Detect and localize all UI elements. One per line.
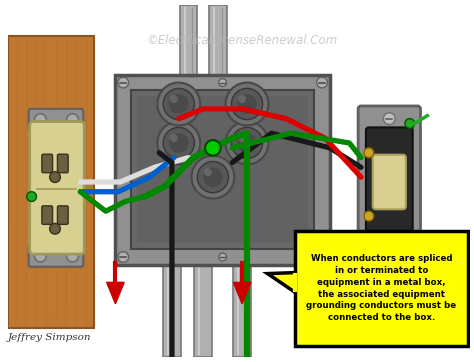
Circle shape [197, 161, 228, 193]
Circle shape [163, 127, 194, 159]
Circle shape [237, 133, 257, 153]
Circle shape [317, 252, 328, 262]
Circle shape [219, 253, 227, 261]
Text: ©ElectricalLicenseRenewal.Com: ©ElectricalLicenseRenewal.Com [146, 34, 338, 47]
Circle shape [238, 134, 246, 142]
Circle shape [50, 172, 60, 182]
FancyBboxPatch shape [295, 231, 468, 346]
FancyBboxPatch shape [194, 265, 212, 357]
Circle shape [203, 167, 223, 187]
FancyBboxPatch shape [29, 109, 83, 130]
Circle shape [27, 192, 36, 202]
Circle shape [35, 114, 46, 126]
Circle shape [170, 134, 178, 142]
Circle shape [219, 79, 227, 87]
FancyBboxPatch shape [366, 127, 413, 241]
FancyBboxPatch shape [163, 265, 181, 357]
Circle shape [67, 114, 78, 126]
FancyBboxPatch shape [233, 265, 251, 357]
Circle shape [317, 77, 328, 88]
FancyBboxPatch shape [29, 245, 83, 267]
FancyBboxPatch shape [57, 154, 68, 173]
FancyBboxPatch shape [131, 90, 314, 249]
Circle shape [170, 95, 178, 103]
FancyBboxPatch shape [30, 122, 84, 254]
Circle shape [35, 250, 46, 262]
Polygon shape [267, 273, 295, 292]
FancyBboxPatch shape [358, 106, 420, 263]
Circle shape [226, 122, 268, 164]
Circle shape [238, 95, 246, 103]
Circle shape [67, 250, 78, 262]
FancyBboxPatch shape [180, 5, 197, 84]
Circle shape [169, 133, 189, 153]
Circle shape [231, 88, 263, 119]
Circle shape [191, 156, 234, 198]
FancyBboxPatch shape [209, 5, 227, 84]
Circle shape [163, 88, 194, 119]
FancyBboxPatch shape [8, 36, 94, 328]
Circle shape [237, 94, 257, 114]
Circle shape [118, 77, 128, 88]
Circle shape [231, 127, 263, 159]
Circle shape [50, 223, 60, 234]
Text: Jeffrey Simpson: Jeffrey Simpson [8, 333, 91, 342]
Circle shape [205, 140, 221, 156]
Circle shape [383, 113, 395, 125]
Circle shape [364, 148, 374, 157]
FancyBboxPatch shape [42, 206, 53, 224]
Polygon shape [233, 282, 251, 304]
FancyBboxPatch shape [42, 154, 53, 173]
FancyBboxPatch shape [116, 75, 330, 265]
Circle shape [157, 122, 200, 164]
Circle shape [169, 94, 189, 114]
Circle shape [204, 168, 212, 176]
Text: When conductors are spliced
in or terminated to
equipment in a metal box,
the as: When conductors are spliced in or termin… [306, 254, 456, 322]
Circle shape [405, 119, 415, 129]
Polygon shape [107, 282, 124, 304]
FancyBboxPatch shape [137, 96, 309, 243]
Circle shape [383, 244, 395, 256]
Circle shape [118, 252, 128, 262]
Circle shape [226, 83, 268, 126]
FancyBboxPatch shape [57, 206, 68, 224]
FancyBboxPatch shape [373, 155, 406, 209]
Circle shape [364, 211, 374, 221]
Circle shape [157, 83, 200, 126]
